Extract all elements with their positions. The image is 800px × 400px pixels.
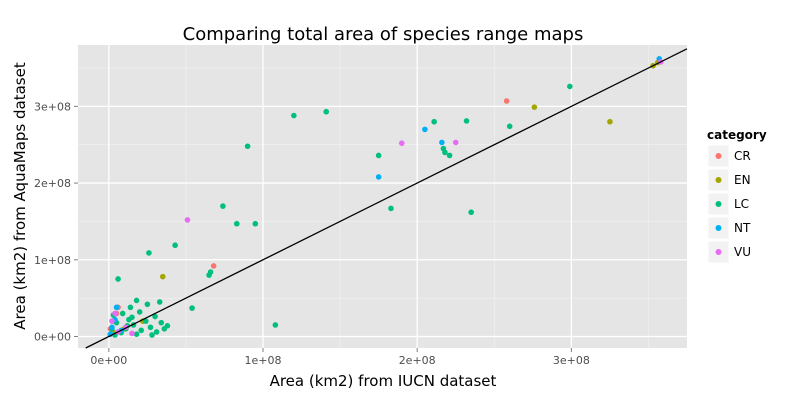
data-point-lc: [172, 242, 178, 249]
data-point-nt: [109, 324, 115, 331]
data-point-lc: [323, 108, 330, 115]
data-point-lc: [388, 205, 394, 212]
y-tick-label: 0e+00: [34, 330, 71, 343]
data-point-lc: [567, 83, 573, 90]
data-point-lc: [206, 272, 212, 278]
x-tick-label: 3e+08: [553, 354, 590, 367]
data-point-lc: [127, 304, 134, 311]
data-point-lc: [153, 329, 160, 335]
data-point-vu: [184, 217, 191, 223]
data-point-lc: [220, 203, 226, 209]
data-point-lc: [143, 318, 149, 324]
data-point-lc: [189, 305, 195, 311]
data-point-lc: [149, 332, 155, 338]
data-point-lc: [152, 313, 158, 320]
plot-panel: [78, 45, 687, 348]
data-point-lc: [133, 331, 140, 337]
data-point-lc: [234, 220, 240, 227]
data-point-lc: [156, 299, 163, 305]
data-point-lc: [431, 118, 437, 125]
data-point-vu: [112, 310, 118, 317]
data-point-lc: [133, 297, 140, 304]
data-point-lc: [375, 152, 382, 159]
data-point-lc: [129, 314, 135, 321]
legend-swatch: [715, 249, 722, 255]
x-tick-label: 0e+00: [90, 354, 127, 367]
data-point-nt: [113, 304, 120, 311]
y-axis-ticks: 0e+00 1e+08 2e+08 3e+08: [34, 100, 78, 343]
legend-label-cr: CR: [734, 149, 751, 163]
legend-label-lc: LC: [734, 197, 749, 211]
data-point-lc: [442, 149, 448, 156]
data-point-lc: [506, 123, 513, 130]
x-tick-label: 2e+08: [399, 354, 436, 367]
legend-swatch: [715, 177, 722, 183]
data-point-lc: [244, 143, 251, 150]
legend: category CR EN LC NT VU: [707, 128, 767, 264]
legend-title: category: [707, 128, 767, 142]
data-point-vu: [129, 330, 135, 337]
legend-label-vu: VU: [734, 245, 751, 259]
data-point-lc: [146, 250, 152, 256]
data-point-lc: [136, 309, 143, 315]
data-point-en: [531, 104, 538, 110]
data-point-en: [159, 273, 166, 280]
y-tick-label: 2e+08: [34, 177, 71, 190]
data-point-en: [607, 118, 613, 125]
data-point-cr: [503, 98, 510, 104]
data-point-vu: [398, 140, 405, 146]
data-point-nt: [375, 174, 382, 180]
data-point-lc: [463, 118, 470, 124]
minor-gridlines: [78, 45, 687, 348]
data-point-lc: [272, 322, 279, 328]
legend-label-en: EN: [734, 173, 751, 187]
data-point-lc: [468, 209, 474, 216]
legend-swatch: [715, 225, 722, 231]
major-gridlines: [78, 45, 687, 348]
x-axis-title: Area (km2) from IUCN dataset: [270, 372, 497, 390]
legend-swatch: [715, 201, 722, 207]
data-point-lc: [147, 324, 154, 331]
x-axis-ticks: 0e+00 1e+08 2e+08 3e+08: [90, 348, 590, 367]
y-tick-label: 3e+08: [34, 100, 71, 113]
data-point-lc: [164, 322, 171, 329]
legend-label-nt: NT: [734, 221, 751, 235]
data-point-lc: [115, 276, 121, 282]
data-point-cr: [210, 263, 217, 269]
data-point-nt: [422, 126, 428, 133]
data-point-lc: [138, 327, 145, 334]
data-point-vu: [452, 139, 459, 146]
identity-reference-line: [85, 48, 688, 349]
data-point-lc: [119, 310, 126, 317]
data-point-lc: [252, 220, 259, 227]
y-axis-title: Area (km2) from AquaMaps dataset: [11, 62, 29, 330]
data-point-nt: [439, 139, 445, 146]
data-point-lc: [446, 152, 453, 159]
data-point-lc: [291, 112, 297, 119]
data-point-lc: [158, 319, 165, 326]
legend-swatch: [715, 153, 722, 159]
y-tick-label: 1e+08: [34, 254, 71, 267]
x-tick-label: 1e+08: [245, 354, 282, 367]
chart-title: Comparing total area of species range ma…: [183, 24, 584, 45]
data-point-vu: [109, 318, 115, 324]
data-point-lc: [144, 301, 151, 308]
